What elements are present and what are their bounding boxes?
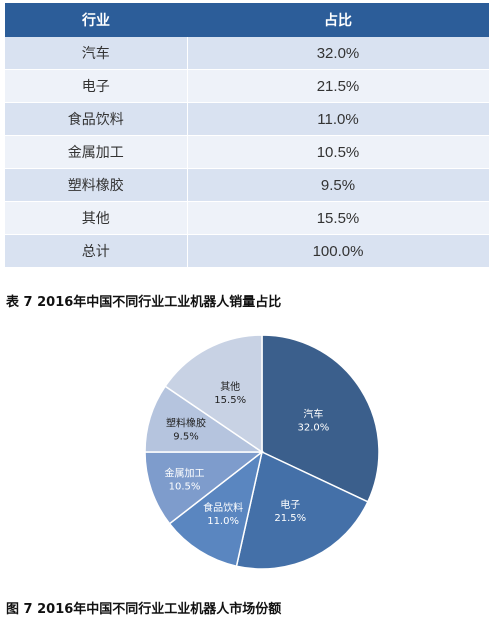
share-cell: 32.0% bbox=[187, 37, 490, 70]
pie-slice bbox=[164, 334, 263, 454]
slice-label: 电子 bbox=[280, 498, 300, 511]
pie-slice bbox=[235, 450, 369, 570]
pie-chart: 汽车 32.0% 电子 21.5% 食品饮料 11.0% 金属加工 10.5% 塑料橡胶 9.5%… bbox=[144, 334, 380, 570]
header-share: 占比 bbox=[187, 3, 489, 37]
slice-label: 塑料橡胶 bbox=[166, 417, 206, 430]
industry-cell: 汽车 bbox=[5, 37, 188, 70]
share-cell: 15.5% bbox=[187, 201, 490, 235]
industry-cell: 金属加工 bbox=[5, 135, 188, 169]
table-row: 汽车 32.0% bbox=[5, 37, 490, 70]
header-industry: 行业 bbox=[5, 3, 187, 37]
slice-value-label: 32.0% bbox=[298, 422, 330, 433]
table-header-row: 行业 占比 bbox=[5, 3, 489, 37]
industry-cell: 塑料橡胶 bbox=[5, 168, 188, 202]
table-caption: 表 7 2016年中国不同行业工业机器人销量占比 bbox=[6, 295, 282, 310]
industry-share-table: 行业 占比 汽车 32.0% 电子 21.5% 食品饮料 11.0% 金属加工 … bbox=[5, 3, 490, 268]
slice-label: 汽车 bbox=[303, 407, 323, 420]
share-cell: 100.0% bbox=[187, 234, 490, 268]
slice-label: 其他 bbox=[220, 380, 240, 393]
table-row: 其他 15.5% bbox=[5, 201, 490, 235]
industry-cell: 食品饮料 bbox=[5, 102, 188, 136]
pie-slices bbox=[144, 334, 380, 570]
pie-slice bbox=[261, 334, 380, 503]
pie-slice bbox=[144, 451, 265, 525]
table-row-total: 总计 100.0% bbox=[5, 234, 490, 268]
slice-value-label: 15.5% bbox=[214, 395, 246, 406]
slice-value-label: 11.0% bbox=[207, 516, 239, 527]
table-row: 塑料橡胶 9.5% bbox=[5, 168, 490, 202]
table-row: 金属加工 10.5% bbox=[5, 135, 490, 169]
pie-labels: 汽车 32.0% 电子 21.5% 食品饮料 11.0% 金属加工 10.5% 塑料橡胶 9.5%… bbox=[165, 380, 330, 527]
table-row: 食品饮料 11.0% bbox=[5, 102, 490, 136]
industry-cell: 总计 bbox=[5, 234, 188, 268]
slice-value-label: 10.5% bbox=[169, 482, 201, 493]
pie-slice bbox=[168, 450, 264, 568]
slice-value-label: 21.5% bbox=[274, 513, 306, 524]
share-cell: 10.5% bbox=[187, 135, 490, 169]
share-cell: 21.5% bbox=[187, 69, 490, 103]
share-cell: 11.0% bbox=[187, 102, 490, 136]
slice-label: 金属加工 bbox=[165, 467, 205, 480]
slice-value-label: 9.5% bbox=[173, 432, 198, 443]
share-cell: 9.5% bbox=[187, 168, 490, 202]
table-row: 电子 21.5% bbox=[5, 69, 490, 103]
industry-cell: 电子 bbox=[5, 69, 188, 103]
figure-caption: 图 7 2016年中国不同行业工业机器人市场份额 bbox=[6, 602, 282, 617]
slice-label: 食品饮料 bbox=[203, 501, 243, 514]
industry-cell: 其他 bbox=[5, 201, 188, 235]
